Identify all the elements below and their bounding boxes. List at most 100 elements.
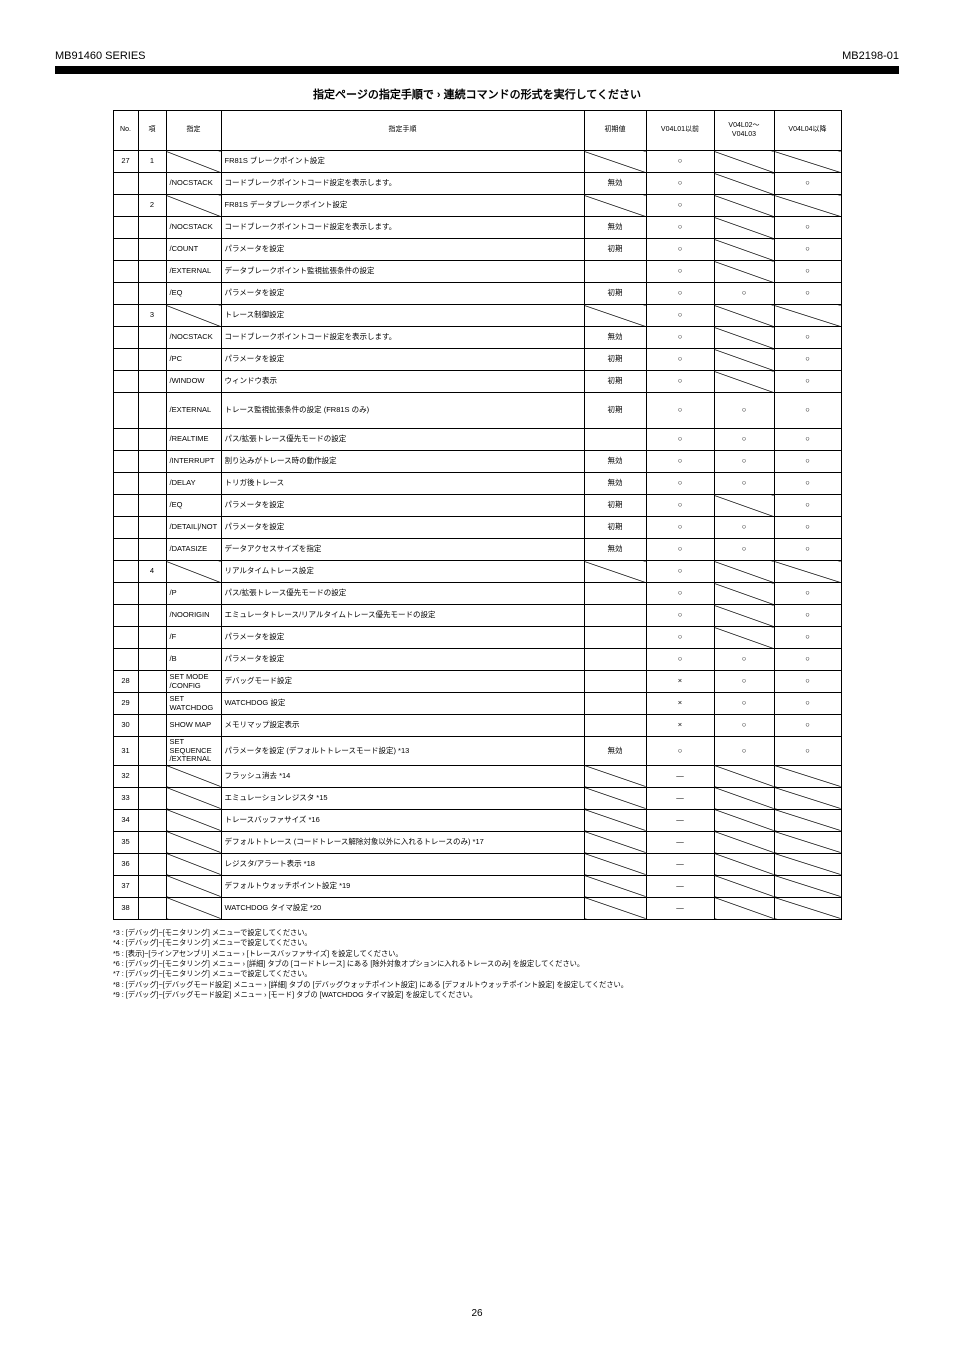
table-row: 31SET SEQUENCE /EXTERNALパラメータを設定 (デフォルトト… xyxy=(113,737,841,766)
table-cell: ○ xyxy=(714,517,774,539)
col-header: V04L04以降 xyxy=(774,111,841,151)
table-row: /NOCSTACKコードブレークポイントコード設定を表示します。無効○○ xyxy=(113,173,841,195)
table-cell xyxy=(138,605,166,627)
table-cell xyxy=(774,809,841,831)
table-cell: 27 xyxy=(113,151,138,173)
table-cell: /INTERRUPT xyxy=(166,451,221,473)
table-cell: /EQ xyxy=(166,283,221,305)
table-row: /PCパラメータを設定初期○○ xyxy=(113,349,841,371)
table-cell: 31 xyxy=(113,737,138,766)
table-cell: 無効 xyxy=(584,217,646,239)
table-cell xyxy=(113,561,138,583)
table-cell xyxy=(113,261,138,283)
table-cell xyxy=(584,897,646,919)
table-cell: フラッシュ消去 *14 xyxy=(221,765,584,787)
table-row: 38WATCHDOG タイマ設定 *20― xyxy=(113,897,841,919)
table-cell: /DELAY xyxy=(166,473,221,495)
table-cell xyxy=(774,305,841,327)
table-cell: /REALTIME xyxy=(166,429,221,451)
table-cell: ○ xyxy=(646,239,714,261)
table-cell: ○ xyxy=(774,671,841,693)
table-cell: 34 xyxy=(113,809,138,831)
table-cell: ○ xyxy=(774,715,841,737)
table-cell: 2 xyxy=(138,195,166,217)
spec-table-head: No.項指定指定手順初期値V04L01以前V04L02〜V04L03V04L04… xyxy=(113,111,841,151)
table-cell xyxy=(774,853,841,875)
table-row: /REALTIMEパス/拡張トレース優先モードの設定○○○ xyxy=(113,429,841,451)
table-cell: ○ xyxy=(714,393,774,429)
table-cell: トレース制御設定 xyxy=(221,305,584,327)
table-cell xyxy=(138,539,166,561)
table-cell: 36 xyxy=(113,853,138,875)
table-cell: コードブレークポイントコード設定を表示します。 xyxy=(221,217,584,239)
table-cell: ウィンドウ表示 xyxy=(221,371,584,393)
table-cell xyxy=(138,809,166,831)
table-cell: 無効 xyxy=(584,539,646,561)
table-cell xyxy=(714,561,774,583)
table-cell xyxy=(113,349,138,371)
table-cell: ○ xyxy=(646,605,714,627)
col-header: 初期値 xyxy=(584,111,646,151)
table-title: 指定ページの指定手順で › 連続コマンドの形式を実行してください xyxy=(55,86,899,102)
table-cell xyxy=(166,875,221,897)
table-cell xyxy=(714,831,774,853)
table-cell: ○ xyxy=(714,715,774,737)
table-cell xyxy=(714,875,774,897)
table-cell: 37 xyxy=(113,875,138,897)
table-cell: 4 xyxy=(138,561,166,583)
table-cell xyxy=(714,627,774,649)
table-row: /NOORIGINエミュレータトレース/リアルタイムトレース優先モードの設定○○ xyxy=(113,605,841,627)
table-row: 37デフォルトウォッチポイント設定 *19― xyxy=(113,875,841,897)
table-cell xyxy=(113,649,138,671)
table-cell: ○ xyxy=(646,305,714,327)
table-cell: トレースバッファサイズ *16 xyxy=(221,809,584,831)
table-cell: 初期 xyxy=(584,283,646,305)
table-cell xyxy=(714,495,774,517)
table-cell xyxy=(584,151,646,173)
table-cell xyxy=(714,853,774,875)
table-cell: デバッグモード設定 xyxy=(221,671,584,693)
table-cell: WATCHDOG タイマ設定 *20 xyxy=(221,897,584,919)
table-cell: パス/拡張トレース優先モードの設定 xyxy=(221,583,584,605)
table-cell: ― xyxy=(646,765,714,787)
table-cell: ○ xyxy=(646,173,714,195)
table-cell xyxy=(138,349,166,371)
table-cell xyxy=(113,451,138,473)
table-cell: トリガ後トレース xyxy=(221,473,584,495)
table-cell xyxy=(714,327,774,349)
table-cell: ○ xyxy=(774,583,841,605)
table-cell: ○ xyxy=(774,605,841,627)
table-cell xyxy=(584,305,646,327)
table-cell xyxy=(138,715,166,737)
table-cell xyxy=(774,151,841,173)
table-cell xyxy=(138,831,166,853)
table-row: /Fパラメータを設定○○ xyxy=(113,627,841,649)
table-cell: ― xyxy=(646,809,714,831)
table-cell xyxy=(166,305,221,327)
table-cell: 初期 xyxy=(584,349,646,371)
table-cell xyxy=(584,765,646,787)
table-cell xyxy=(138,517,166,539)
table-cell: ― xyxy=(646,853,714,875)
table-cell: ○ xyxy=(774,737,841,766)
table-cell: コードブレークポイントコード設定を表示します。 xyxy=(221,173,584,195)
table-cell xyxy=(138,473,166,495)
table-cell: ○ xyxy=(774,539,841,561)
table-row: /Bパラメータを設定○○○ xyxy=(113,649,841,671)
table-cell xyxy=(584,715,646,737)
table-cell: 35 xyxy=(113,831,138,853)
table-cell: SET MODE /CONFIG xyxy=(166,671,221,693)
table-row: /EQパラメータを設定初期○○ xyxy=(113,495,841,517)
table-row: /COUNTパラメータを設定初期○○ xyxy=(113,239,841,261)
table-cell xyxy=(138,853,166,875)
table-cell: /EQ xyxy=(166,495,221,517)
table-cell xyxy=(584,627,646,649)
table-row: /NOCSTACKコードブレークポイントコード設定を表示します。無効○○ xyxy=(113,217,841,239)
table-cell: × xyxy=(646,715,714,737)
table-cell: /NOCSTACK xyxy=(166,173,221,195)
running-header-left: MB91460 SERIES xyxy=(55,50,146,62)
table-cell xyxy=(714,173,774,195)
table-row: /WINDOWウィンドウ表示初期○○ xyxy=(113,371,841,393)
table-cell: ○ xyxy=(774,283,841,305)
col-header: V04L01以前 xyxy=(646,111,714,151)
